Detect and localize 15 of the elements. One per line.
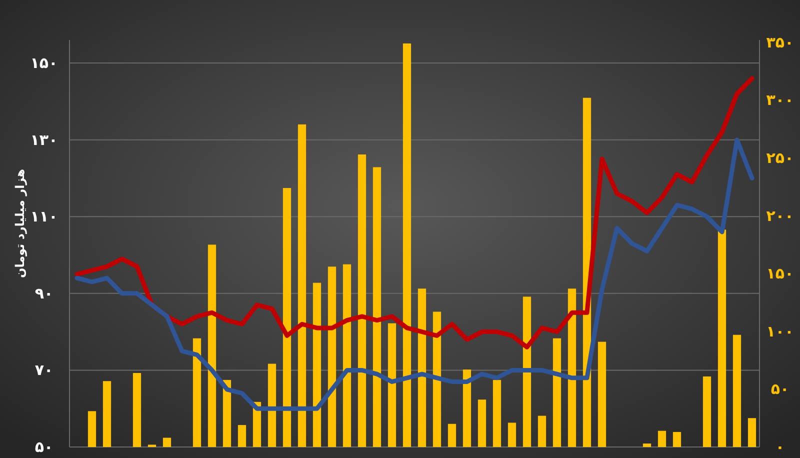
y2-tick-label: ۱۵۰	[766, 264, 794, 283]
y-axis-title: هزار میلیارد تومان	[13, 168, 27, 278]
y2-tick-label: ۳۵۰	[766, 33, 794, 52]
y2-tick-label: ۳۰۰	[766, 91, 794, 110]
y2-tick-label: ۲۰۰	[766, 206, 794, 225]
y2-tick-label: ۰	[775, 438, 785, 456]
y-tick-label: ۱۵۰	[30, 54, 58, 72]
y2-tick-label: ۱۰۰	[766, 322, 794, 340]
y-tick-label: ۵۰	[34, 438, 54, 456]
y-tick-label: ۱۳۰	[30, 130, 58, 149]
y2-tick-label: ۵۰	[770, 380, 790, 398]
y-tick-label: ۹۰	[34, 284, 54, 302]
y-tick-label: ۷۰	[34, 361, 54, 380]
y2-tick-label: ۲۵۰	[766, 148, 794, 167]
y-tick-label: ۱۱۰	[30, 208, 58, 226]
